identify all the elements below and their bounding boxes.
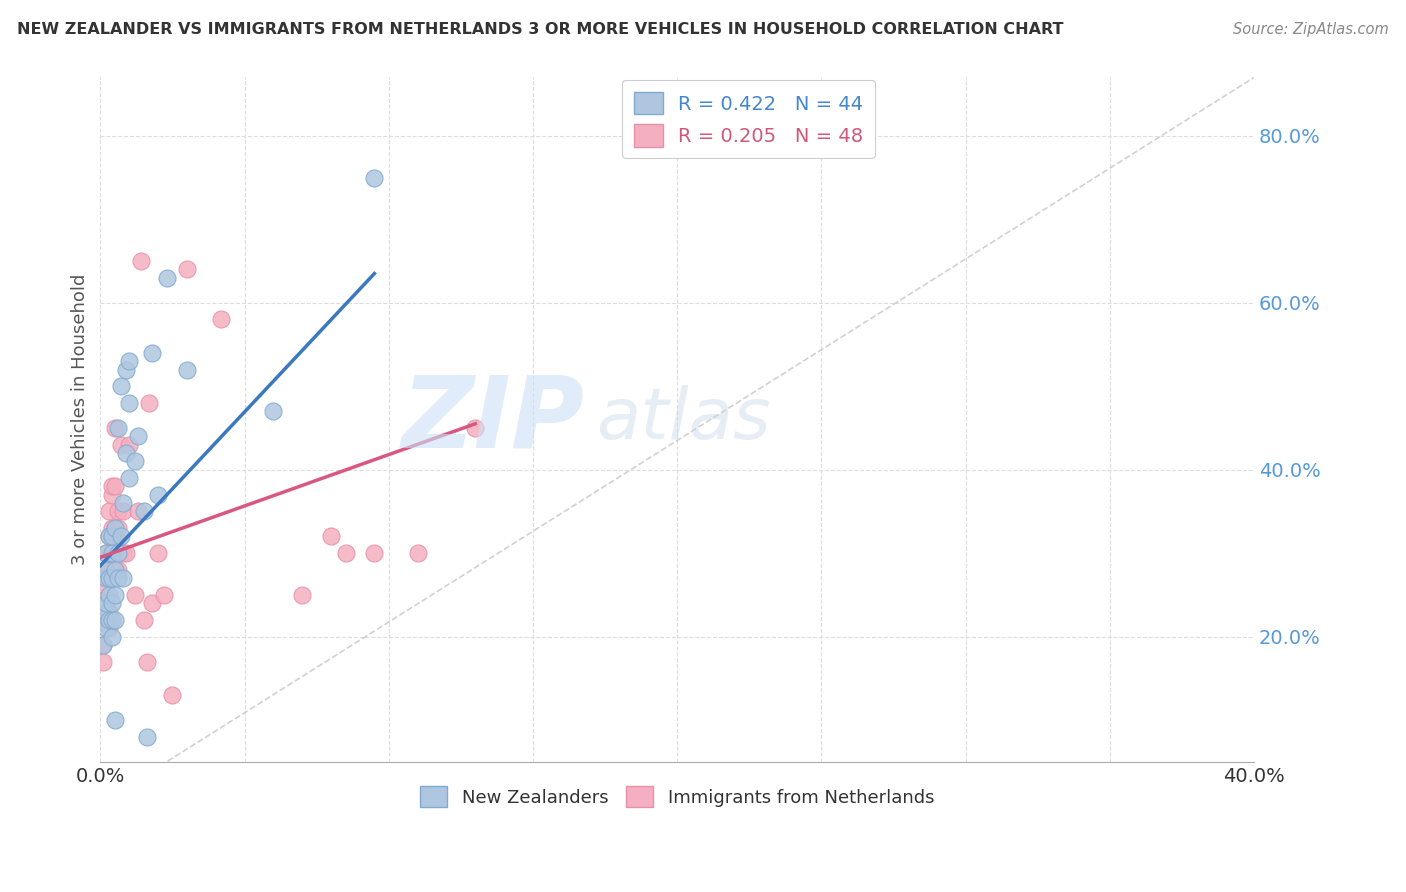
Point [98,605,121,619]
Point [153,588,176,602]
Point [101,546,124,560]
Point [101,571,124,585]
Point [138,396,160,410]
Point [141,346,163,360]
Point [107,521,129,535]
Point [101,521,124,535]
Point [115,546,138,560]
Point [101,546,124,560]
Point [101,529,124,543]
Text: Source: ZipAtlas.com: Source: ZipAtlas.com [1233,22,1389,37]
Point [104,713,127,727]
Point [104,521,127,535]
Point [94,605,117,619]
Point [129,254,152,268]
Point [94,580,117,594]
Point [104,479,127,493]
Point [98,504,121,518]
Point [176,262,198,277]
Text: NEW ZEALANDER VS IMMIGRANTS FROM NETHERLANDS 3 OR MORE VEHICLES IN HOUSEHOLD COR: NEW ZEALANDER VS IMMIGRANTS FROM NETHERL… [17,22,1063,37]
Point [91,638,114,652]
Point [363,170,385,185]
Point [98,563,121,577]
Point [112,546,135,560]
Point [146,488,169,502]
Point [91,655,114,669]
Point [104,563,127,577]
Y-axis label: 3 or more Vehicles in Household: 3 or more Vehicles in Household [72,274,89,566]
Point [94,571,117,585]
Point [107,504,129,518]
Point [104,421,127,435]
Legend: New Zealanders, Immigrants from Netherlands: New Zealanders, Immigrants from Netherla… [413,779,942,814]
Point [115,362,138,376]
Point [110,529,132,543]
Point [107,421,129,435]
Point [406,546,429,560]
Point [94,621,117,635]
Point [335,546,357,560]
Point [94,546,117,560]
Point [127,429,149,443]
Point [291,588,314,602]
Point [94,546,117,560]
Point [104,613,127,627]
Point [132,613,155,627]
Point [110,437,132,451]
Point [101,596,124,610]
Point [118,437,141,451]
Point [363,546,385,560]
Point [124,588,146,602]
Point [112,504,135,518]
Point [94,563,117,577]
Point [104,588,127,602]
Point [98,613,121,627]
Point [101,563,124,577]
Point [94,596,117,610]
Point [146,546,169,560]
Point [98,529,121,543]
Point [124,454,146,468]
Point [262,404,284,418]
Point [104,521,127,535]
Point [98,563,121,577]
Point [94,563,117,577]
Point [118,396,141,410]
Point [107,571,129,585]
Point [135,655,157,669]
Point [98,529,121,543]
Point [118,471,141,485]
Point [107,546,129,560]
Point [101,630,124,644]
Point [98,571,121,585]
Point [101,613,124,627]
Point [98,621,121,635]
Point [107,563,129,577]
Point [127,504,149,518]
Point [464,421,486,435]
Point [112,571,135,585]
Point [94,613,117,627]
Point [115,446,138,460]
Point [141,596,163,610]
Point [176,362,198,376]
Point [101,479,124,493]
Point [101,488,124,502]
Point [135,730,157,744]
Point [156,270,179,285]
Point [162,688,184,702]
Point [110,379,132,393]
Point [132,504,155,518]
Point [94,596,117,610]
Point [112,496,135,510]
Text: atlas: atlas [596,385,770,454]
Point [104,529,127,543]
Point [98,588,121,602]
Point [118,354,141,368]
Point [91,638,114,652]
Point [319,529,342,543]
Text: ZIP: ZIP [402,371,585,468]
Point [211,312,233,326]
